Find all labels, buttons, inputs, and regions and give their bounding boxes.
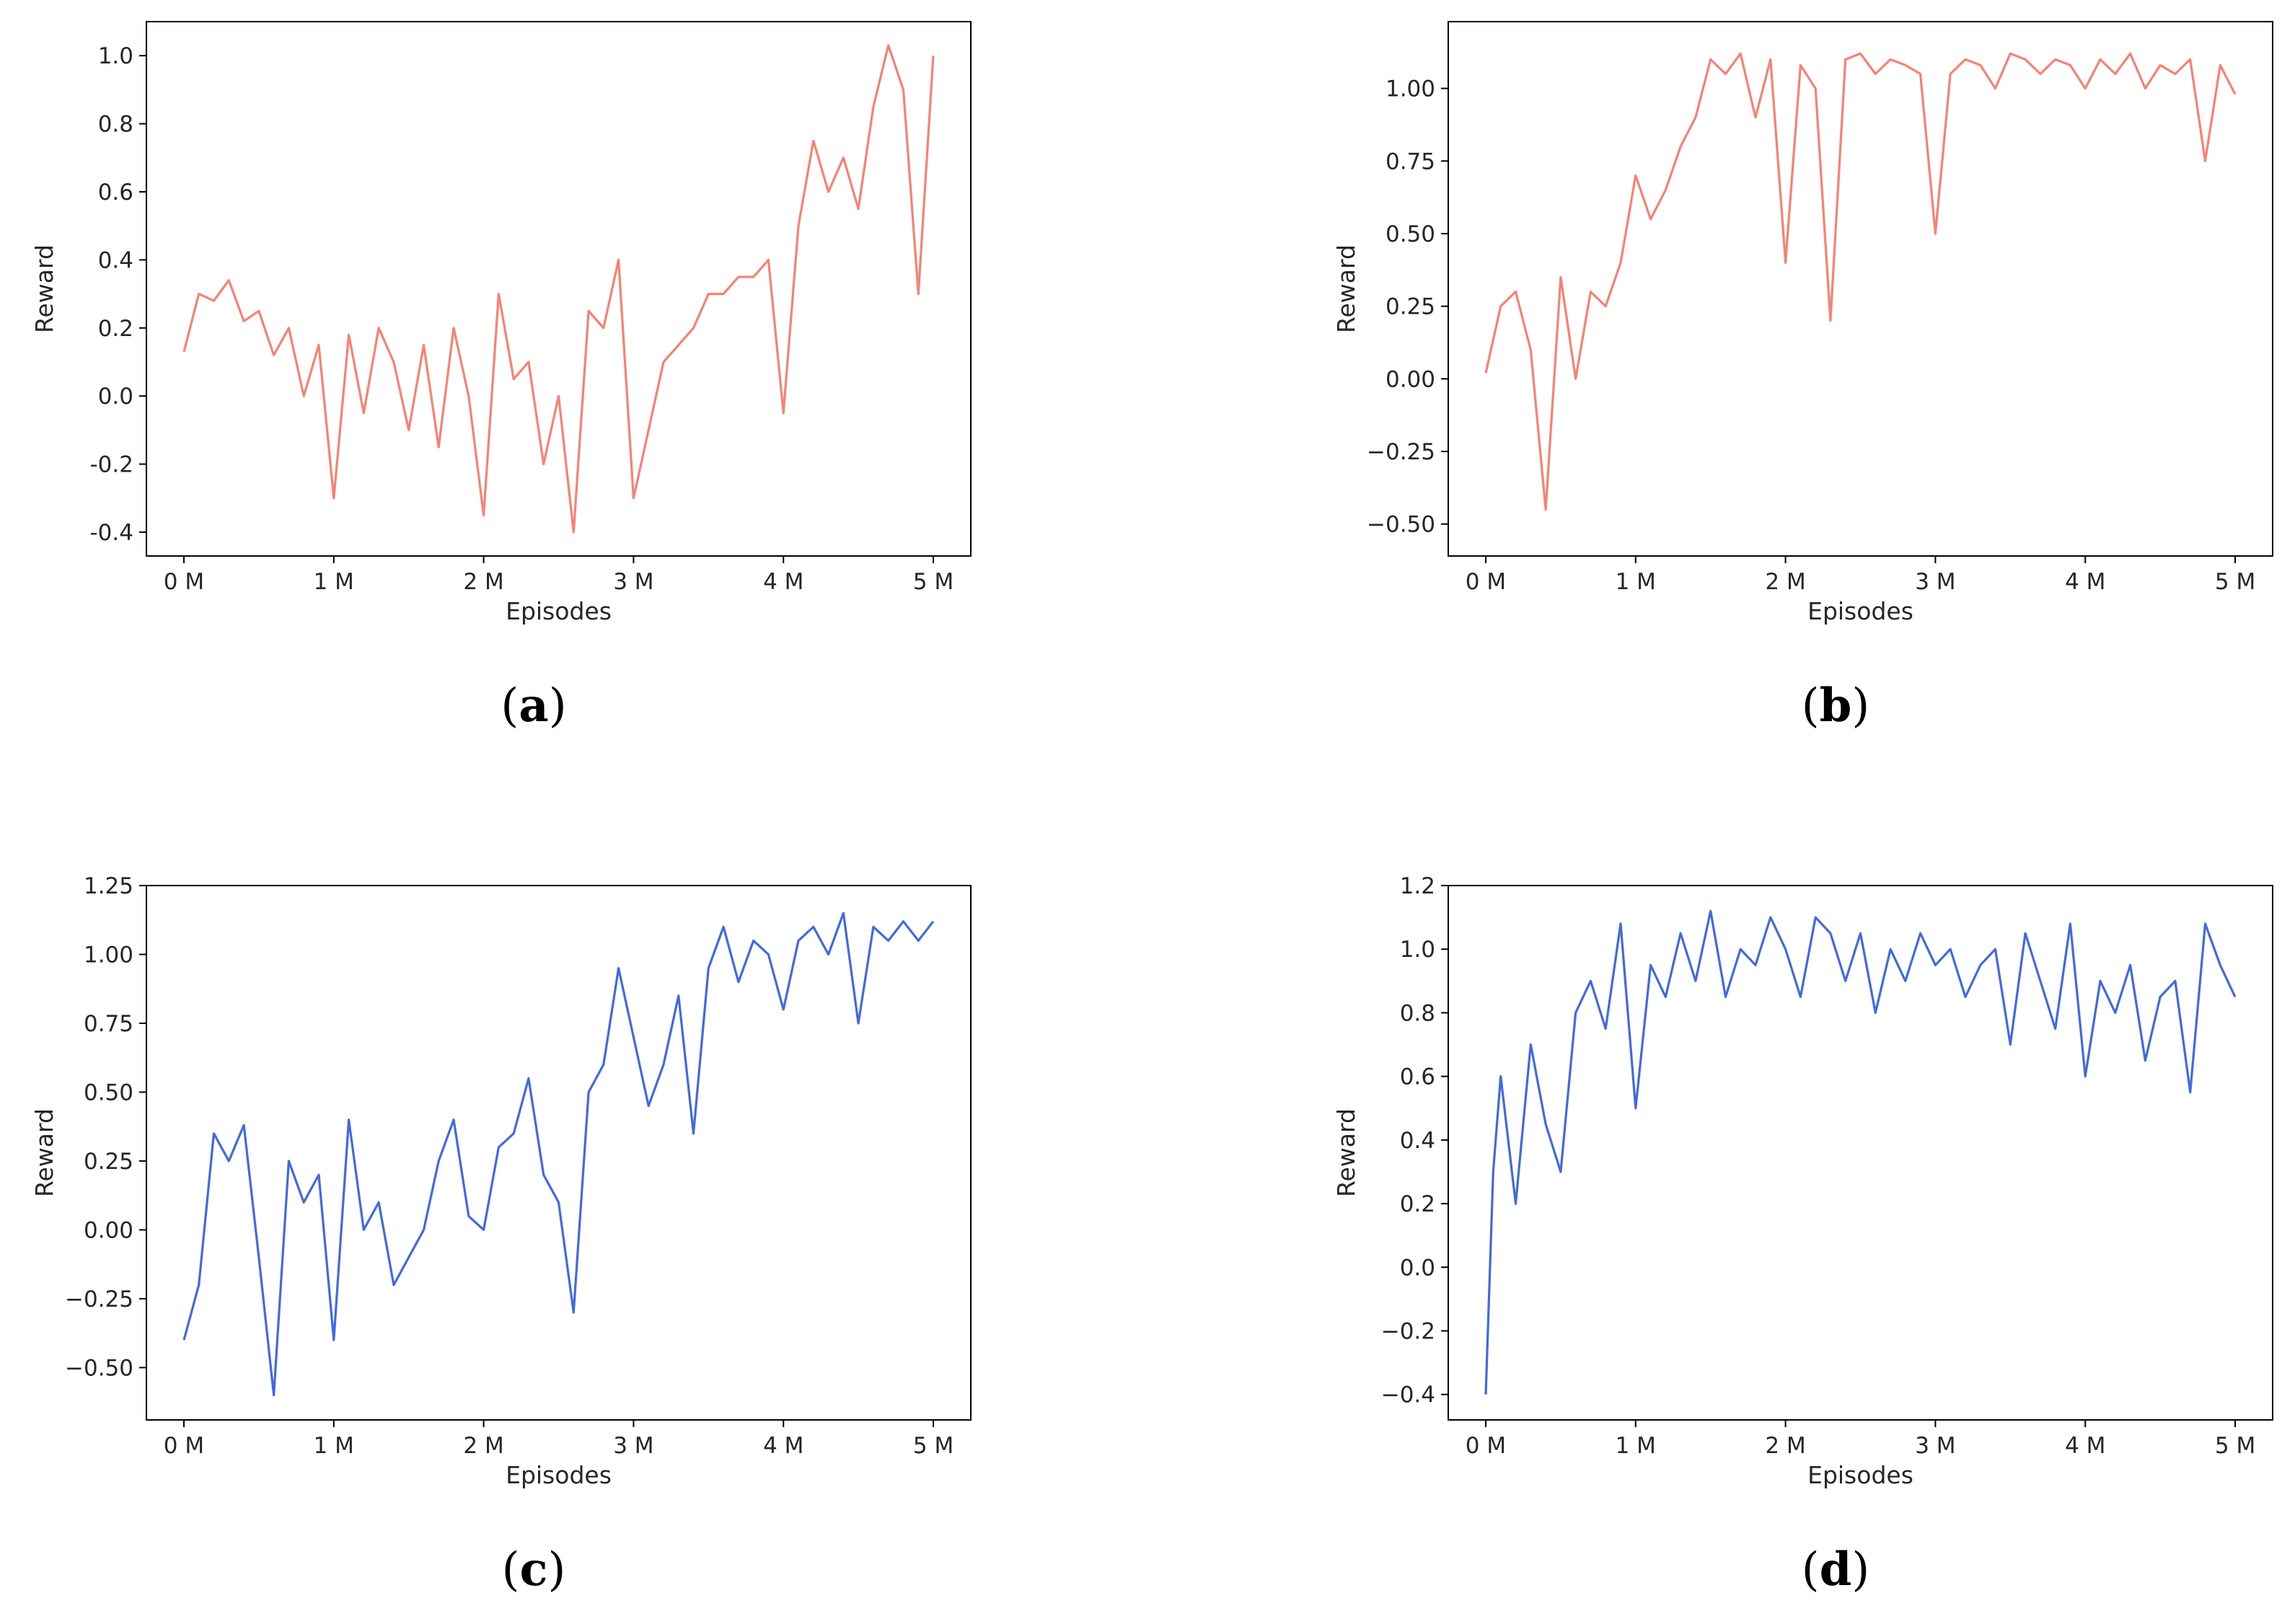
x-tick-label: 2 M (1765, 1433, 1805, 1459)
x-tick-label: 3 M (613, 569, 653, 595)
y-tick-label: 0.0 (98, 384, 133, 410)
y-tick-label: 0.8 (1400, 1000, 1435, 1026)
y-tick-label: 0.25 (84, 1149, 133, 1175)
caption-a: (a) (501, 679, 566, 733)
y-axis-label: Reward (30, 244, 58, 333)
x-tick-label: 5 M (913, 1433, 953, 1459)
plot-area: 0 M 1 M 2 M 3 M 4 M 5 M −0.50 −0.25 0.00 0.25 0.50… (30, 873, 972, 1489)
y-tick-label: 0.0 (1400, 1255, 1435, 1281)
panel-c: 0 M 1 M 2 M 3 M 4 M 5 M −0.50 −0.25 0.00 0.25 0.50… (30, 873, 972, 1597)
caption-a-text: (a) (501, 679, 566, 733)
caption-d-text: (d) (1802, 1543, 1870, 1597)
x-axis-label: Episodes (1807, 597, 1913, 625)
x-axis-label: Episodes (506, 597, 612, 625)
y-tick-label: 1.25 (84, 873, 133, 899)
y-axis-label: Reward (30, 1108, 58, 1197)
x-axis-label: Episodes (506, 1461, 612, 1489)
x-tick-label: 2 M (463, 1433, 503, 1459)
caption-d: (d) (1802, 1543, 1870, 1597)
y-tick-label: 0.50 (84, 1080, 133, 1106)
y-tick-label: −0.25 (1367, 439, 1435, 465)
plot-area: 0 M 1 M 2 M 3 M 4 M 5 M -0.4 -0.2 0.0 0.2 0.4 0.6 0.… (30, 21, 972, 625)
reward-series-line (1484, 909, 2237, 1395)
x-axis-label: Episodes (1807, 1461, 1913, 1489)
caption-b: (b) (1802, 679, 1870, 733)
y-tick-label: 0.4 (1400, 1128, 1435, 1154)
reward-series-line (182, 44, 935, 534)
x-tick-label: 5 M (2215, 569, 2255, 595)
axes-frame (146, 885, 972, 1421)
y-tick-label: 0.8 (98, 112, 133, 138)
y-axis-label: Reward (1332, 244, 1360, 333)
panel-b: 0 M 1 M 2 M 3 M 4 M 5 M −0.50 −0.25 0.00 0.25 0.50… (1332, 21, 2273, 733)
y-tick-label: 0.6 (98, 180, 133, 206)
y-tick-label: −0.4 (1381, 1382, 1435, 1408)
x-tick-label: 4 M (763, 1433, 803, 1459)
y-tick-label: −0.25 (65, 1287, 133, 1312)
y-tick-label: 1.00 (84, 942, 133, 968)
x-tick-label: 1 M (314, 1433, 354, 1459)
x-tick-label: 0 M (164, 569, 204, 595)
y-tick-label: -0.4 (90, 520, 134, 546)
x-tick-label: 5 M (913, 569, 953, 595)
y-tick-label: −0.50 (1367, 512, 1435, 538)
x-tick-label: 0 M (164, 1433, 204, 1459)
reward-series-line (1484, 52, 2237, 511)
y-tick-label: 0.2 (1400, 1191, 1435, 1217)
panel-d: 0 M 1 M 2 M 3 M 4 M 5 M −0.4 −0.2 0.0 0.2 0.4 0.6 0.… (1332, 873, 2273, 1597)
y-tick-label: -0.2 (90, 452, 134, 478)
x-tick-label: 0 M (1466, 569, 1506, 595)
y-tick-label: 0.50 (1386, 221, 1435, 247)
x-tick-label: 3 M (1915, 1433, 1955, 1459)
x-tick-label: 1 M (1616, 569, 1656, 595)
y-tick-label: −0.50 (65, 1355, 133, 1381)
axes-frame (1448, 21, 2273, 557)
x-tick-label: 3 M (613, 1433, 653, 1459)
y-axis-label: Reward (1332, 1108, 1360, 1197)
y-tick-label: 0.6 (1400, 1064, 1435, 1090)
reward-series-line (182, 912, 935, 1397)
y-tick-label: 0.00 (84, 1217, 133, 1243)
y-tick-label: 0.00 (1386, 366, 1435, 392)
y-tick-label: −0.2 (1381, 1319, 1435, 1345)
y-tick-label: 1.0 (1400, 937, 1435, 963)
caption-c-text: (c) (502, 1543, 566, 1597)
x-tick-label: 3 M (1915, 569, 1955, 595)
y-tick-label: 0.75 (84, 1011, 133, 1037)
y-tick-label: 0.75 (1386, 149, 1435, 175)
caption-b-text: (b) (1802, 679, 1870, 733)
y-tick-label: 1.2 (1400, 873, 1435, 899)
x-tick-label: 4 M (2065, 1433, 2105, 1459)
y-tick-label: 0.4 (98, 247, 133, 273)
axes-frame (146, 21, 972, 557)
x-tick-label: 2 M (463, 569, 503, 595)
caption-c: (c) (502, 1543, 566, 1597)
axes-frame (1448, 885, 2273, 1421)
panel-a: 0 M 1 M 2 M 3 M 4 M 5 M -0.4 -0.2 0.0 0.2 0.4 0.6 0.… (30, 21, 972, 733)
plot-area: 0 M 1 M 2 M 3 M 4 M 5 M −0.50 −0.25 0.00 0.25 0.50… (1332, 21, 2273, 625)
x-tick-label: 4 M (2065, 569, 2105, 595)
x-tick-label: 5 M (2215, 1433, 2255, 1459)
x-tick-label: 1 M (314, 569, 354, 595)
y-tick-label: 0.2 (98, 316, 133, 342)
y-tick-label: 1.00 (1386, 76, 1435, 102)
x-tick-label: 4 M (763, 569, 803, 595)
x-tick-label: 1 M (1616, 1433, 1656, 1459)
x-tick-label: 2 M (1765, 569, 1805, 595)
y-tick-label: 0.25 (1386, 294, 1435, 320)
plot-area: 0 M 1 M 2 M 3 M 4 M 5 M −0.4 −0.2 0.0 0.2 0.4 0.6 0.… (1332, 873, 2273, 1489)
y-tick-label: 1.0 (98, 43, 133, 69)
x-tick-label: 0 M (1466, 1433, 1506, 1459)
